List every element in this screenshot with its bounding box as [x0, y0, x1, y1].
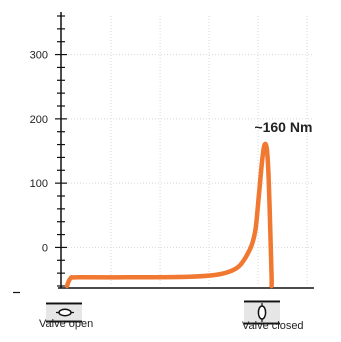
valve-open-label: Valve open — [39, 318, 94, 330]
valve-closed-icon — [244, 300, 280, 325]
valve-closed-label: Valve closed — [242, 320, 304, 332]
y-tick-label: 300 — [30, 50, 48, 62]
valve-open-icon — [46, 302, 82, 323]
peak-annotation: ~160 Nm — [254, 119, 312, 135]
y-tick-label: 0 — [42, 242, 48, 254]
y-tick-label: 200 — [30, 114, 48, 126]
grid-lines — [62, 16, 312, 286]
torque-series-line — [64, 141, 274, 289]
labels-layer: 300 200 100 0 — [30, 50, 48, 255]
series-layer — [64, 141, 274, 289]
y-tick-label: 100 — [30, 178, 48, 190]
